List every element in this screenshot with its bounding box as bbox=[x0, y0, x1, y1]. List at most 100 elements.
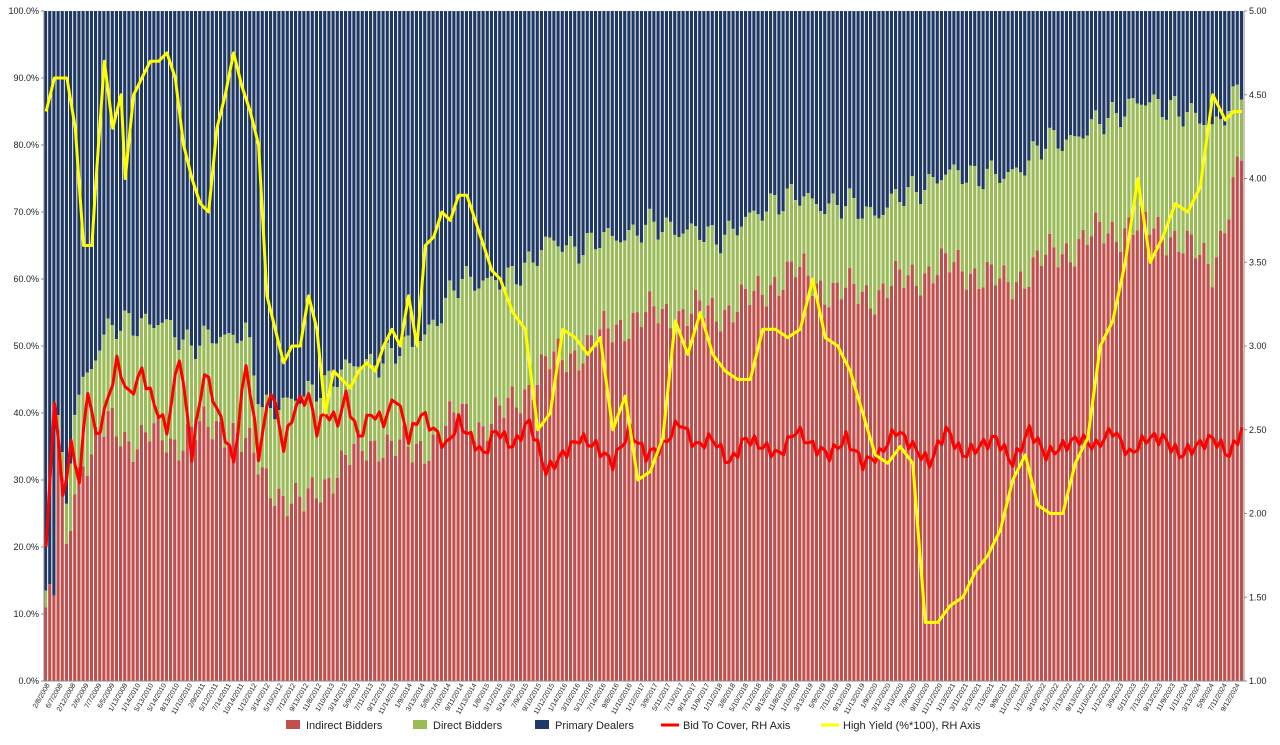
bar-direct-bidders bbox=[431, 319, 435, 435]
bar-indirect-bidders bbox=[1119, 251, 1123, 681]
bar-indirect-bidders bbox=[1039, 265, 1043, 681]
bar-direct-bidders bbox=[789, 183, 793, 262]
bar-indirect-bidders bbox=[931, 283, 935, 681]
bar-direct-bidders bbox=[110, 325, 114, 408]
legend-label: Bid To Cover, RH Axis bbox=[683, 720, 791, 732]
bar-direct-bidders bbox=[519, 285, 523, 414]
bar-direct-bidders bbox=[752, 210, 756, 292]
bar-primary-dealers bbox=[244, 11, 248, 323]
bar-direct-bidders bbox=[1156, 99, 1160, 217]
bar-indirect-bidders bbox=[735, 311, 739, 681]
bar-primary-dealers bbox=[1206, 11, 1210, 126]
bar-direct-bidders bbox=[589, 232, 593, 336]
bar-indirect-bidders bbox=[256, 474, 260, 681]
bar-direct-bidders bbox=[289, 398, 293, 504]
bar-indirect-bidders bbox=[731, 322, 735, 681]
bar-primary-dealers bbox=[48, 11, 52, 585]
bar-primary-dealers bbox=[1135, 11, 1139, 104]
bar-direct-bidders bbox=[594, 249, 598, 348]
bar-direct-bidders bbox=[1019, 172, 1023, 272]
bar-direct-bidders bbox=[560, 251, 564, 361]
bar-primary-dealers bbox=[681, 11, 685, 234]
bar-indirect-bidders bbox=[310, 477, 314, 681]
left-axis-tick-label: 20.0% bbox=[13, 542, 39, 552]
bar-indirect-bidders bbox=[269, 498, 273, 681]
bar-primary-dealers bbox=[439, 11, 443, 324]
bar-direct-bidders bbox=[460, 279, 464, 404]
bar-indirect-bidders bbox=[877, 290, 881, 681]
bar-primary-dealers bbox=[369, 11, 373, 354]
bar-direct-bidders bbox=[902, 206, 906, 288]
bar-direct-bidders bbox=[1123, 116, 1127, 229]
bar-direct-bidders bbox=[873, 215, 877, 315]
bar-direct-bidders bbox=[898, 202, 902, 270]
bar-primary-dealers bbox=[985, 11, 989, 169]
bar-direct-bidders bbox=[860, 218, 864, 292]
bar-direct-bidders bbox=[1206, 125, 1210, 264]
bar-primary-dealers bbox=[977, 11, 981, 187]
bar-direct-bidders bbox=[1006, 172, 1010, 283]
bar-direct-bidders bbox=[406, 335, 410, 447]
bar-indirect-bidders bbox=[444, 425, 448, 681]
bar-indirect-bidders bbox=[919, 295, 923, 681]
bar-direct-bidders bbox=[719, 253, 723, 332]
bar-indirect-bidders bbox=[639, 327, 643, 681]
bar-primary-dealers bbox=[231, 11, 235, 335]
bar-indirect-bidders bbox=[785, 261, 789, 681]
bar-indirect-bidders bbox=[648, 291, 652, 681]
bar-indirect-bidders bbox=[48, 584, 52, 681]
bar-direct-bidders bbox=[660, 232, 664, 309]
bar-primary-dealers bbox=[510, 11, 514, 267]
bar-direct-bidders bbox=[98, 350, 102, 433]
bar-direct-bidders bbox=[744, 216, 748, 289]
bar-primary-dealers bbox=[781, 11, 785, 212]
bar-primary-dealers bbox=[844, 11, 848, 207]
bar-direct-bidders bbox=[377, 377, 381, 462]
bar-direct-bidders bbox=[123, 310, 127, 432]
bar-primary-dealers bbox=[810, 11, 814, 199]
bar-indirect-bidders bbox=[173, 439, 177, 681]
bar-direct-bidders bbox=[935, 183, 939, 276]
legend-label: Direct Bidders bbox=[433, 720, 503, 732]
bar-direct-bidders bbox=[802, 196, 806, 254]
bar-indirect-bidders bbox=[127, 441, 131, 681]
bar-primary-dealers bbox=[360, 11, 364, 367]
bar-indirect-bidders bbox=[664, 303, 668, 681]
bar-direct-bidders bbox=[960, 184, 964, 272]
bar-primary-dealers bbox=[1094, 11, 1098, 111]
bar-direct-bidders bbox=[1152, 94, 1156, 229]
bar-direct-bidders bbox=[627, 230, 631, 339]
bar-direct-bidders bbox=[435, 326, 439, 435]
bar-primary-dealers bbox=[748, 11, 752, 213]
bar-direct-bidders bbox=[981, 189, 985, 288]
bar-primary-dealers bbox=[852, 11, 856, 199]
bar-primary-dealers bbox=[394, 11, 398, 364]
bar-direct-bidders bbox=[598, 248, 602, 330]
bar-indirect-bidders bbox=[977, 288, 981, 681]
bar-primary-dealers bbox=[327, 11, 331, 371]
bar-primary-dealers bbox=[444, 11, 448, 298]
x-axis: 2/8/20086/7/20082/12/20082/6/20097/7/200… bbox=[32, 680, 1244, 716]
bar-direct-bidders bbox=[552, 240, 556, 352]
bar-indirect-bidders bbox=[881, 283, 885, 681]
bar-indirect-bidders bbox=[760, 294, 764, 681]
bar-indirect-bidders bbox=[1152, 228, 1156, 681]
bar-primary-dealers bbox=[1123, 11, 1127, 117]
bar-indirect-bidders bbox=[135, 449, 139, 681]
bar-indirect-bidders bbox=[106, 411, 110, 681]
bar-direct-bidders bbox=[923, 190, 927, 274]
bar-indirect-bidders bbox=[56, 429, 60, 681]
bar-indirect-bidders bbox=[889, 286, 893, 681]
bar-primary-dealers bbox=[1189, 11, 1193, 104]
bar-primary-dealers bbox=[1231, 11, 1235, 87]
bar-indirect-bidders bbox=[564, 372, 568, 681]
bar-direct-bidders bbox=[848, 188, 852, 269]
bar-primary-dealers bbox=[1102, 11, 1106, 135]
bar-indirect-bidders bbox=[114, 436, 118, 681]
bar-indirect-bidders bbox=[973, 268, 977, 681]
bar-indirect-bidders bbox=[273, 505, 277, 681]
bar-primary-dealers bbox=[256, 11, 260, 405]
bar-indirect-bidders bbox=[635, 312, 639, 681]
bar-direct-bidders bbox=[527, 251, 531, 385]
